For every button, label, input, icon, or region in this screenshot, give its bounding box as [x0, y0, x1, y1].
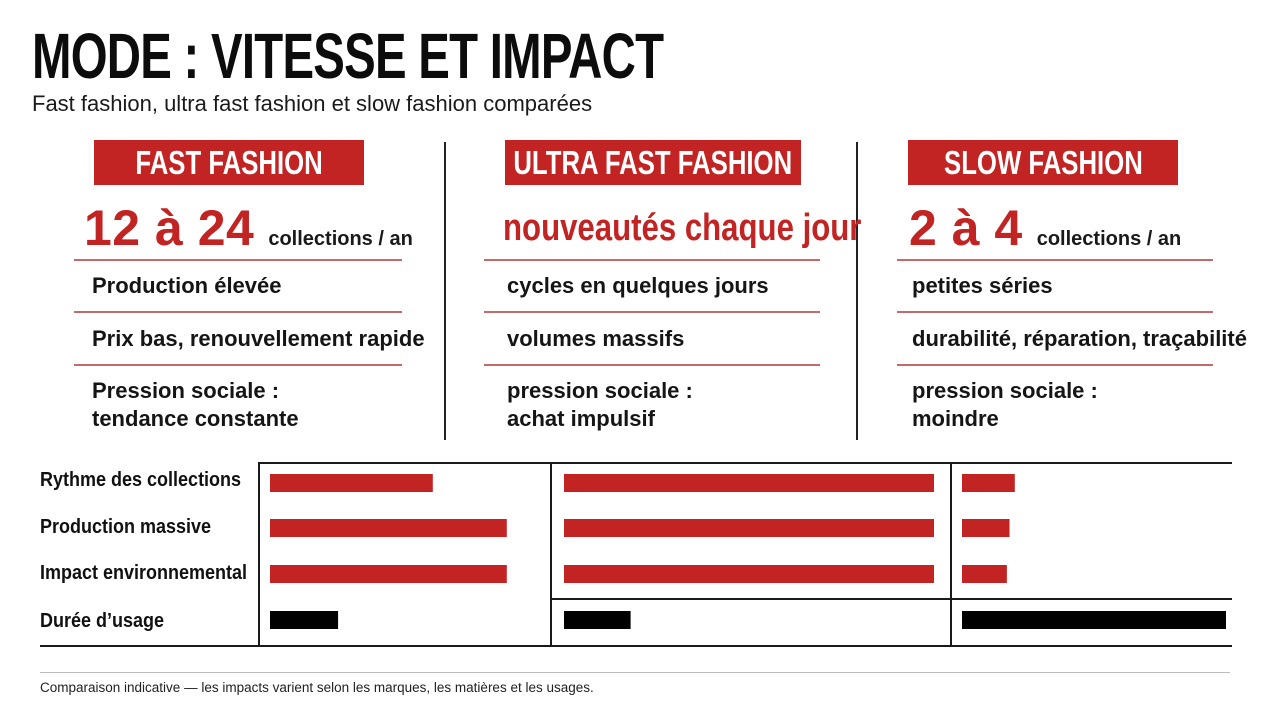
headline: 12 à 24 collections / an: [84, 198, 413, 258]
grid-bottom-border: [40, 645, 1232, 647]
footer-rule: [40, 672, 1230, 673]
feature-item: Prix bas, renouvellement rapide: [92, 326, 425, 351]
badge-label: ULTRA FAST FASHION: [513, 144, 793, 181]
bar-fast-fashion-rythme: [270, 474, 433, 492]
badge-label: SLOW FASHION: [943, 144, 1143, 181]
column-divider: [856, 142, 858, 440]
divider-rule: [897, 364, 1213, 366]
feature-item: achat impulsif: [507, 406, 655, 431]
grid-vertical-line: [258, 462, 260, 647]
grid-horizontal-line: [952, 598, 1232, 600]
bar-ultra-fast-fashion-production: [564, 519, 934, 537]
headline-value: 12 à 24: [84, 200, 255, 256]
badge-fast-fashion: FAST FASHION: [94, 140, 364, 185]
bar-fast-fashion-production: [270, 519, 507, 537]
feature-item: volumes massifs: [507, 326, 685, 351]
feature-item: Production élevée: [92, 273, 282, 298]
grid-vertical-line: [550, 462, 552, 647]
badge-ultra-fast-fashion: ULTRA FAST FASHION: [505, 140, 801, 185]
feature-item: pression sociale :: [507, 378, 693, 403]
feature-item: durabilité, réparation, traçabilité: [912, 326, 1247, 351]
feature-item: tendance constante: [92, 406, 299, 431]
bar-ultra-fast-fashion-impact: [564, 565, 934, 583]
divider-rule: [74, 311, 402, 313]
headline-value: nouveautés chaque jour: [503, 207, 862, 249]
feature-item: petites séries: [912, 273, 1053, 298]
badge-label: FAST FASHION: [135, 144, 323, 181]
bar-fast-fashion-impact: [270, 565, 507, 583]
divider-rule: [897, 259, 1213, 261]
divider-rule: [74, 259, 402, 261]
bar-slow-fashion-rythme: [962, 474, 1015, 492]
row-label-rythme: Rythme des collections: [40, 469, 242, 491]
badge-slow-fashion: SLOW FASHION: [908, 140, 1178, 185]
bar-ultra-fast-fashion-rythme: [564, 474, 934, 492]
feature-item: Pression sociale :: [92, 378, 280, 403]
bar-slow-fashion-production: [962, 519, 1010, 537]
bar-ultra-fast-fashion-duree: [564, 611, 631, 629]
grid-vertical-line: [950, 462, 952, 647]
headline-unit: collections / an: [268, 228, 413, 250]
divider-rule: [484, 259, 820, 261]
page-subtitle: Fast fashion, ultra fast fashion et slow…: [32, 91, 593, 116]
row-label-duree: Durée d’usage: [40, 610, 165, 632]
column-divider: [444, 142, 446, 440]
footnote: Comparaison indicative — les impacts var…: [40, 680, 594, 695]
grid-horizontal-line: [552, 598, 950, 600]
headline-value: 2 à 4: [909, 200, 1023, 256]
grid-top-border: [258, 462, 1232, 464]
feature-item: pression sociale :: [912, 378, 1098, 403]
feature-item: cycles en quelques jours: [507, 273, 769, 298]
divider-rule: [484, 311, 820, 313]
headline-unit: collections / an: [1036, 228, 1182, 250]
headline: 2 à 4 collections / an: [909, 198, 1181, 258]
feature-item: moindre: [912, 406, 999, 431]
row-label-impact: Impact environnemental: [40, 562, 248, 584]
divider-rule: [897, 311, 1213, 313]
bar-slow-fashion-duree: [962, 611, 1226, 629]
row-label-production: Production massive: [40, 516, 212, 538]
page-title: MODE : VITESSE ET IMPACT: [32, 20, 664, 92]
headline: nouveautés chaque jour: [503, 198, 940, 258]
bar-slow-fashion-impact: [962, 565, 1007, 583]
divider-rule: [74, 364, 402, 366]
bar-fast-fashion-duree: [270, 611, 339, 629]
divider-rule: [484, 364, 820, 366]
